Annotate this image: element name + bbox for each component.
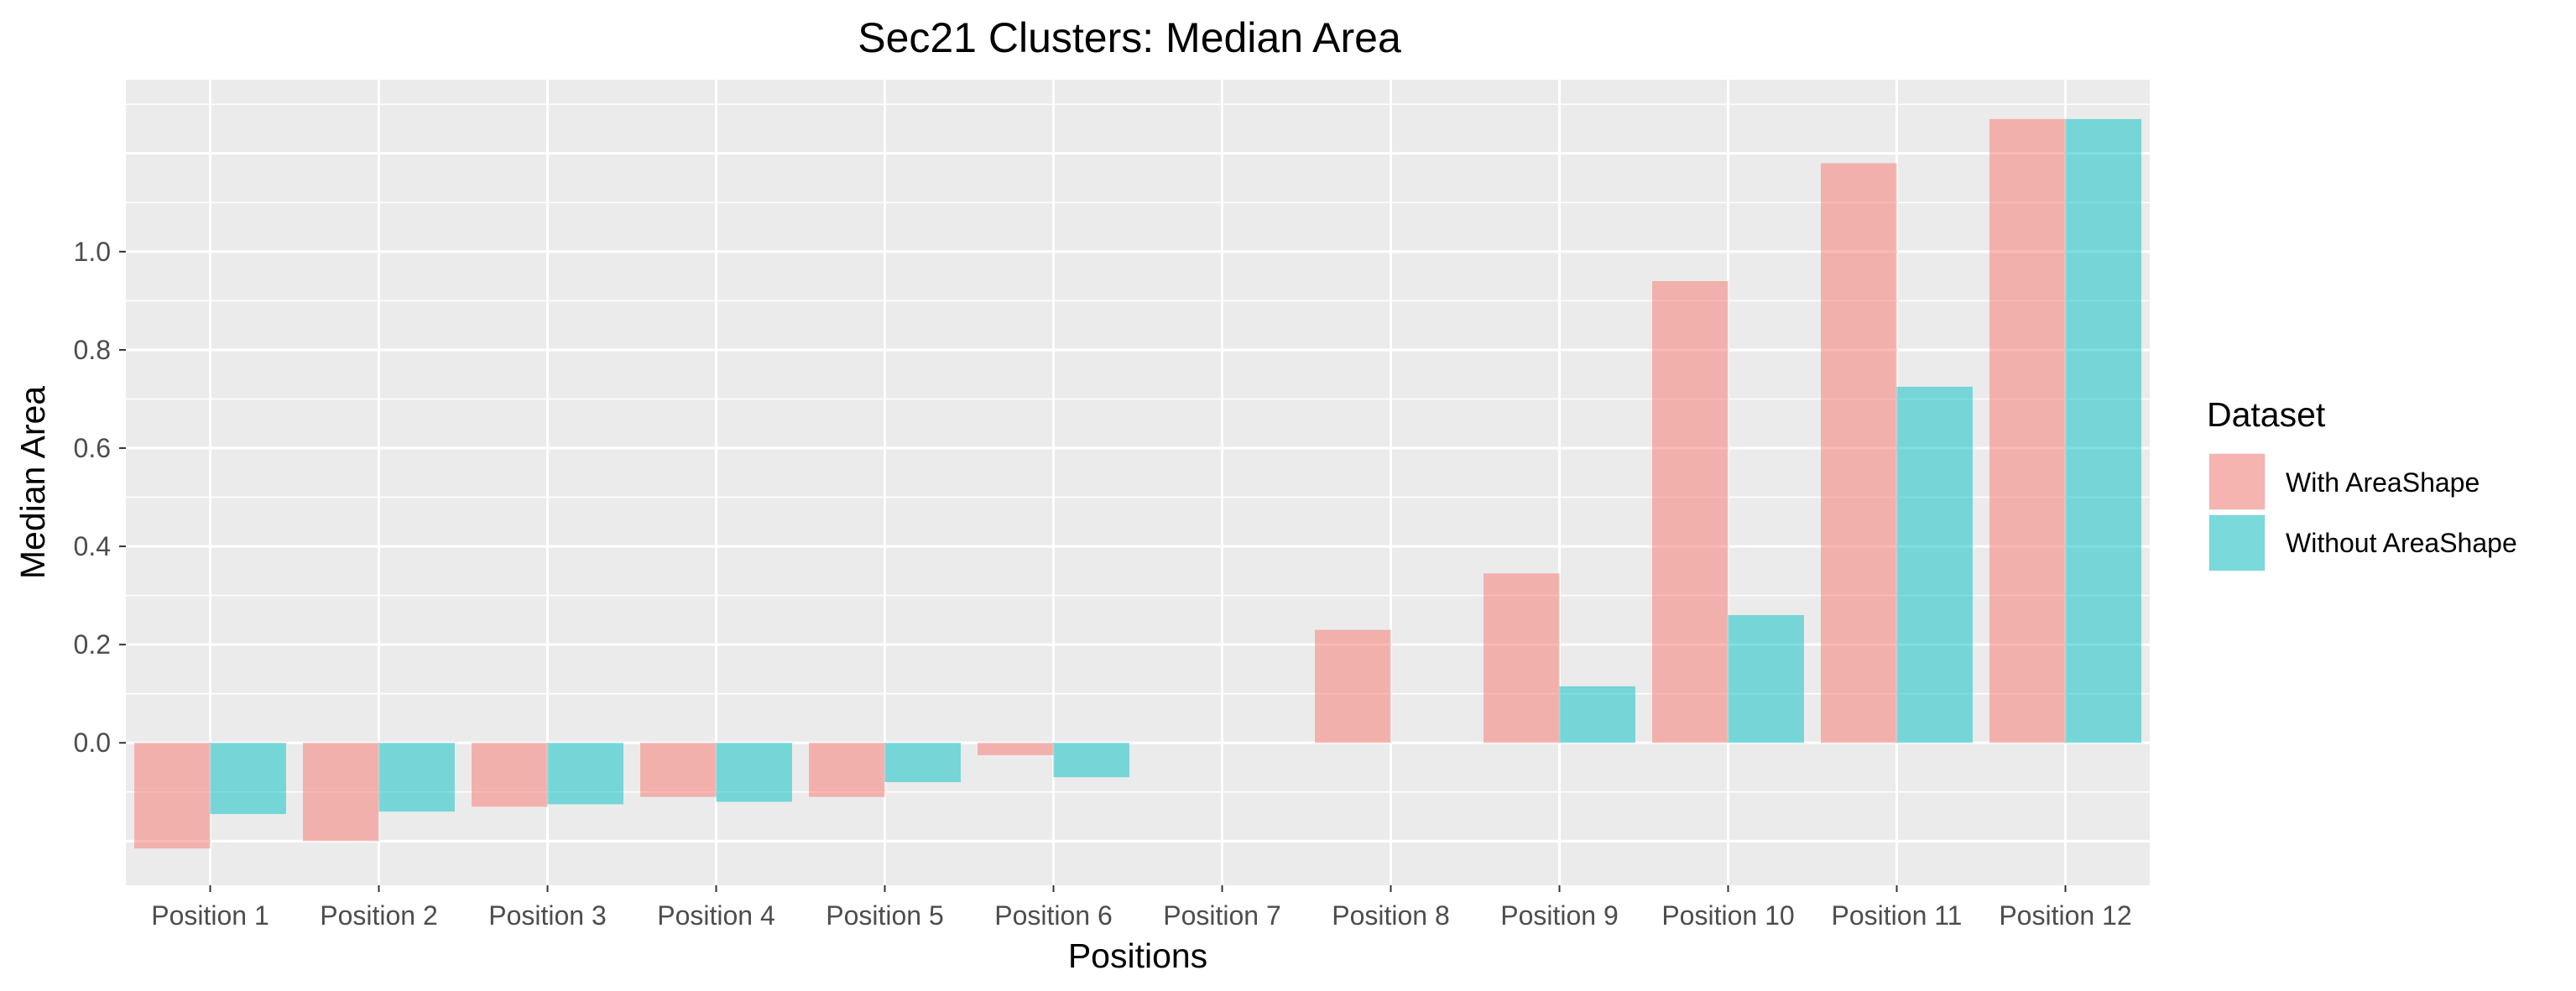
bar-without-areashape-11	[1896, 386, 1973, 743]
bar-with-areashape-6	[978, 743, 1054, 755]
y-axis-title: Median Area	[13, 386, 52, 579]
x-tick-label: Position 7	[1163, 900, 1281, 931]
x-tick-label: Position 12	[1999, 900, 2131, 931]
bar-with-areashape-8	[1315, 629, 1391, 743]
x-tick-label: Position 1	[151, 900, 269, 931]
bar-without-areashape-3	[547, 743, 623, 805]
legend-title: Dataset	[2207, 395, 2326, 434]
bar-with-areashape-5	[809, 743, 885, 797]
y-tick-label: 1.0	[74, 237, 111, 267]
x-tick-label: Position 6	[994, 900, 1113, 931]
bar-with-areashape-1	[134, 743, 211, 849]
y-tick-label: 0.0	[74, 728, 111, 758]
x-tick-label: Position 9	[1500, 900, 1619, 931]
bar-without-areashape-9	[1559, 686, 1635, 743]
x-axis-title: Positions	[1068, 936, 1207, 975]
bar-with-areashape-12	[1989, 118, 2066, 743]
bar-without-areashape-1	[210, 743, 286, 815]
plot-panel	[126, 80, 2150, 885]
legend: Dataset With AreaShape Without AreaShape	[2207, 395, 2517, 571]
x-tick-label: Position 10	[1661, 900, 1794, 931]
bars	[134, 118, 2141, 849]
bar-without-areashape-10	[1728, 615, 1804, 743]
x-tick-label: Position 3	[488, 900, 607, 931]
bar-without-areashape-12	[2065, 118, 2141, 743]
y-tick-label: 0.6	[74, 433, 111, 463]
bar-with-areashape-9	[1484, 573, 1560, 743]
x-tick-label: Position 5	[826, 900, 944, 931]
x-axis-ticks: Position 1 Position 2 Position 3 Position 4…	[151, 885, 2132, 931]
legend-swatch-without-areashape	[2209, 515, 2265, 571]
legend-label-with-areashape: With AreaShape	[2286, 467, 2480, 498]
bar-with-areashape-10	[1652, 281, 1729, 743]
bar-without-areashape-2	[378, 743, 455, 812]
legend-swatch-with-areashape	[2209, 454, 2265, 509]
x-tick-label: Position 8	[1332, 900, 1450, 931]
y-tick-label: 0.4	[74, 531, 111, 561]
bar-without-areashape-6	[1053, 743, 1129, 778]
y-tick-label: 0.2	[74, 629, 111, 660]
x-tick-label: Position 11	[1832, 900, 1963, 931]
y-axis-ticks: 0.0 0.2 0.4 0.6 0.8 1.0	[74, 237, 126, 758]
bar-with-areashape-4	[640, 743, 717, 797]
x-tick-label: Position 2	[320, 900, 438, 931]
y-tick-label: 0.8	[74, 335, 111, 365]
x-tick-label: Position 4	[657, 900, 775, 931]
bar-with-areashape-3	[472, 743, 548, 807]
legend-label-without-areashape: Without AreaShape	[2286, 528, 2517, 558]
bar-without-areashape-5	[884, 743, 961, 783]
chart-title: Sec21 Clusters: Median Area	[858, 14, 1401, 61]
bar-without-areashape-4	[716, 743, 792, 802]
bar-with-areashape-11	[1821, 163, 1897, 743]
bar-with-areashape-2	[303, 743, 379, 842]
minor-gridlines	[126, 103, 2150, 793]
